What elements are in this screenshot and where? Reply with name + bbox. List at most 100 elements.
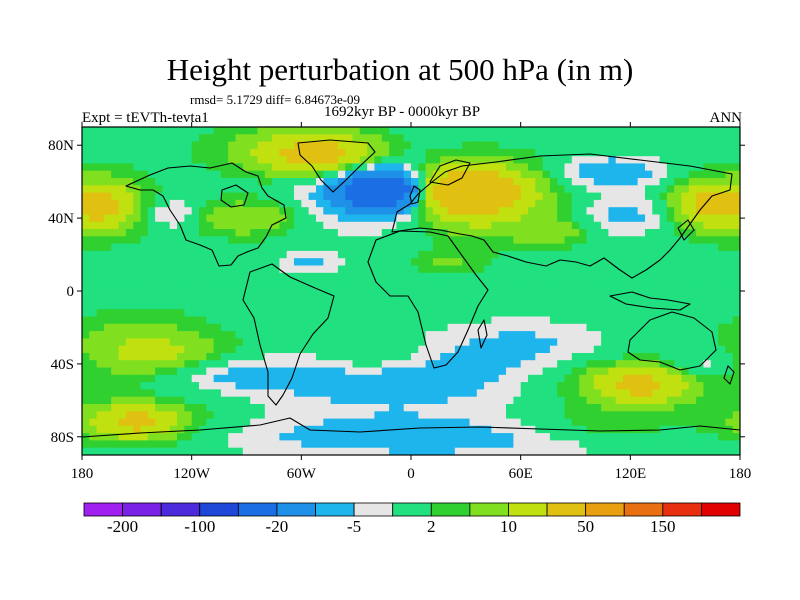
field-cell bbox=[586, 243, 595, 252]
field-cell bbox=[235, 353, 244, 361]
field-cell bbox=[96, 360, 105, 369]
field-cell bbox=[454, 199, 463, 208]
field-cell bbox=[454, 272, 463, 281]
field-cell bbox=[462, 440, 471, 449]
field-cell bbox=[447, 141, 456, 150]
field-cell bbox=[564, 156, 573, 165]
field-cell bbox=[652, 338, 661, 347]
field-cell bbox=[447, 425, 456, 434]
field-cell bbox=[96, 411, 105, 420]
field-cell bbox=[374, 148, 383, 157]
field-cell bbox=[228, 425, 237, 434]
field-cell bbox=[557, 258, 566, 267]
colorbar-swatch bbox=[623, 502, 664, 517]
field-cell bbox=[403, 374, 412, 383]
field-cell bbox=[454, 229, 463, 237]
field-cell bbox=[710, 265, 719, 274]
field-cell bbox=[374, 178, 383, 186]
field-cell bbox=[199, 404, 207, 412]
field-cell bbox=[432, 258, 441, 267]
field-cell bbox=[199, 280, 207, 288]
field-cell bbox=[279, 301, 288, 310]
field-cell bbox=[184, 345, 193, 354]
field-cell bbox=[316, 360, 324, 369]
field-cell bbox=[381, 345, 390, 354]
field-cell bbox=[89, 294, 98, 303]
field-cell bbox=[498, 229, 507, 237]
field-cell bbox=[337, 229, 346, 237]
field-cell bbox=[235, 287, 244, 296]
field-cell bbox=[630, 396, 639, 405]
field-cell bbox=[681, 214, 690, 223]
field-cell bbox=[294, 258, 302, 267]
field-cell bbox=[359, 236, 368, 245]
field-cell bbox=[184, 178, 193, 186]
field-cell bbox=[242, 404, 251, 412]
field-cell bbox=[615, 418, 624, 427]
field-cell bbox=[169, 221, 178, 230]
field-cell bbox=[425, 447, 434, 455]
field-cell bbox=[359, 331, 368, 339]
field-cell bbox=[294, 243, 302, 252]
field-cell bbox=[381, 396, 390, 405]
field-cell bbox=[608, 236, 617, 245]
field-cell bbox=[125, 178, 134, 186]
field-cell bbox=[308, 301, 317, 310]
field-cell bbox=[257, 250, 266, 259]
field-cell bbox=[630, 301, 639, 310]
field-cell bbox=[454, 374, 463, 383]
field-cell bbox=[316, 294, 324, 303]
field-cell bbox=[571, 229, 580, 237]
field-cell bbox=[535, 148, 544, 157]
field-cell bbox=[542, 141, 551, 150]
field-cell bbox=[264, 229, 273, 237]
field-cell bbox=[630, 440, 639, 449]
field-cell bbox=[177, 214, 185, 223]
field-cell bbox=[286, 309, 295, 318]
field-cell bbox=[440, 280, 449, 288]
field-cell bbox=[147, 411, 156, 420]
field-cell bbox=[140, 367, 149, 376]
field-cell bbox=[462, 185, 471, 194]
field-cell bbox=[513, 433, 522, 441]
field-cell bbox=[681, 156, 690, 165]
field-cell bbox=[367, 272, 375, 281]
field-cell bbox=[666, 265, 675, 274]
field-cell bbox=[96, 265, 105, 274]
field-cell bbox=[637, 236, 646, 245]
field-cell bbox=[535, 309, 544, 318]
field-cell bbox=[425, 411, 434, 420]
field-cell bbox=[286, 192, 295, 201]
field-cell bbox=[586, 323, 595, 332]
field-cell bbox=[557, 440, 566, 449]
field-cell bbox=[542, 353, 551, 361]
field-cell bbox=[476, 323, 485, 332]
field-cell bbox=[593, 280, 602, 288]
field-cell bbox=[257, 316, 266, 325]
field-cell bbox=[155, 418, 163, 427]
field-cell bbox=[513, 207, 522, 216]
field-cell bbox=[462, 360, 471, 369]
field-cell bbox=[703, 374, 712, 383]
field-cell bbox=[418, 389, 427, 398]
field-cell bbox=[579, 287, 588, 296]
field-cell bbox=[615, 185, 624, 194]
field-cell bbox=[630, 250, 639, 259]
field-cell bbox=[528, 331, 536, 339]
field-cell bbox=[564, 316, 573, 325]
field-cell bbox=[491, 418, 500, 427]
field-cell bbox=[374, 345, 383, 354]
field-cell bbox=[147, 331, 156, 339]
field-cell bbox=[381, 221, 390, 230]
field-cell bbox=[272, 338, 280, 347]
field-cell bbox=[257, 178, 266, 186]
field-cell bbox=[184, 374, 193, 383]
field-cell bbox=[549, 316, 558, 325]
field-cell bbox=[542, 236, 551, 245]
field-cell bbox=[242, 185, 251, 194]
field-cell bbox=[396, 440, 405, 449]
field-cell bbox=[498, 440, 507, 449]
field-cell bbox=[125, 134, 134, 143]
field-cell bbox=[367, 287, 375, 296]
field-cell bbox=[513, 374, 522, 383]
